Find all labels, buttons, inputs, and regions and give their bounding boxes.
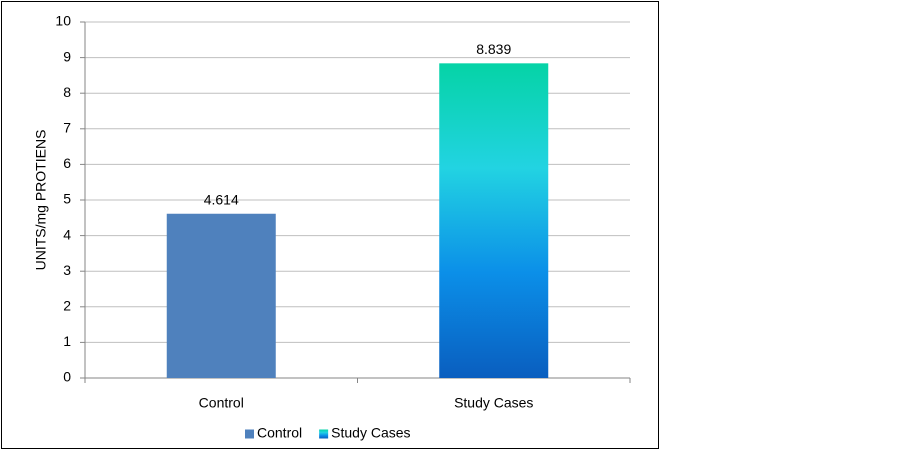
y-tick-label: 2 bbox=[63, 298, 71, 314]
x-tick-label: Study Cases bbox=[454, 395, 533, 411]
legend-label: Control bbox=[257, 425, 302, 441]
y-tick-label: 10 bbox=[55, 13, 71, 29]
data-label: 8.839 bbox=[476, 41, 511, 57]
y-tick-label: 1 bbox=[63, 333, 71, 349]
legend-swatch bbox=[319, 429, 329, 439]
y-tick-label: 7 bbox=[63, 120, 71, 136]
bar bbox=[439, 63, 549, 378]
y-tick-label: 5 bbox=[63, 191, 71, 207]
legend-label: Study Cases bbox=[331, 425, 410, 441]
y-axis-label: UNITS/mg PROTIENS bbox=[33, 130, 49, 271]
y-tick-label: 0 bbox=[63, 369, 71, 385]
data-label: 4.614 bbox=[204, 191, 239, 207]
x-tick-label: Control bbox=[199, 395, 244, 411]
y-tick-label: 3 bbox=[63, 262, 71, 278]
y-tick-label: 6 bbox=[63, 155, 71, 171]
chart-frame bbox=[1, 1, 659, 449]
legend-swatch bbox=[245, 429, 254, 439]
bar bbox=[166, 213, 276, 378]
y-tick-label: 8 bbox=[63, 84, 71, 100]
y-tick-label: 9 bbox=[63, 48, 71, 64]
y-tick-label: 4 bbox=[63, 226, 71, 242]
